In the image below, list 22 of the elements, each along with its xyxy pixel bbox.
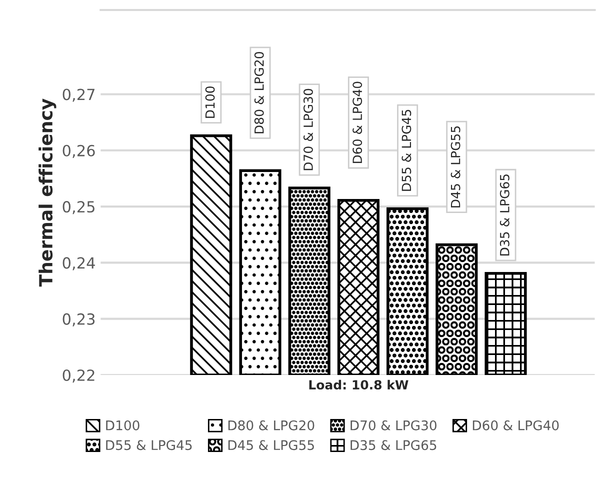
y-axis-title: Thermal efficiency xyxy=(38,98,56,287)
y-tick-label: 0,22 xyxy=(62,369,94,383)
y-tick-label: 0,26 xyxy=(62,144,95,158)
legend-label: D80 & LPG20 xyxy=(228,420,314,430)
text: D70 & LPG30 xyxy=(304,88,313,170)
text: D45 & LPG55 xyxy=(450,126,460,208)
text: D60 & LPG40 xyxy=(352,82,362,164)
y-tick-label: 0,27 xyxy=(62,88,94,102)
legend-label: D55 & LPG45 xyxy=(106,440,192,450)
legend-label: D70 & LPG30 xyxy=(350,420,436,430)
y-tick-label: 0,25 xyxy=(62,201,94,214)
legend-label: D35 & LPG65 xyxy=(350,440,436,450)
text: D55 & LPG45 xyxy=(402,110,412,191)
y-tick-label: 0,23 xyxy=(62,313,95,326)
x-tick-label: Load: 10.8 kW xyxy=(309,380,408,390)
text: D100 xyxy=(205,86,215,118)
text: D35 & LPG65 xyxy=(500,174,510,256)
y-tick-label: 0,24 xyxy=(62,257,95,270)
legend-label: D45 & LPG55 xyxy=(228,440,314,450)
text: D80 & LPG20 xyxy=(254,52,264,134)
legend-label: D100 xyxy=(106,420,140,430)
legend-label: D60 & LPG40 xyxy=(472,420,559,430)
